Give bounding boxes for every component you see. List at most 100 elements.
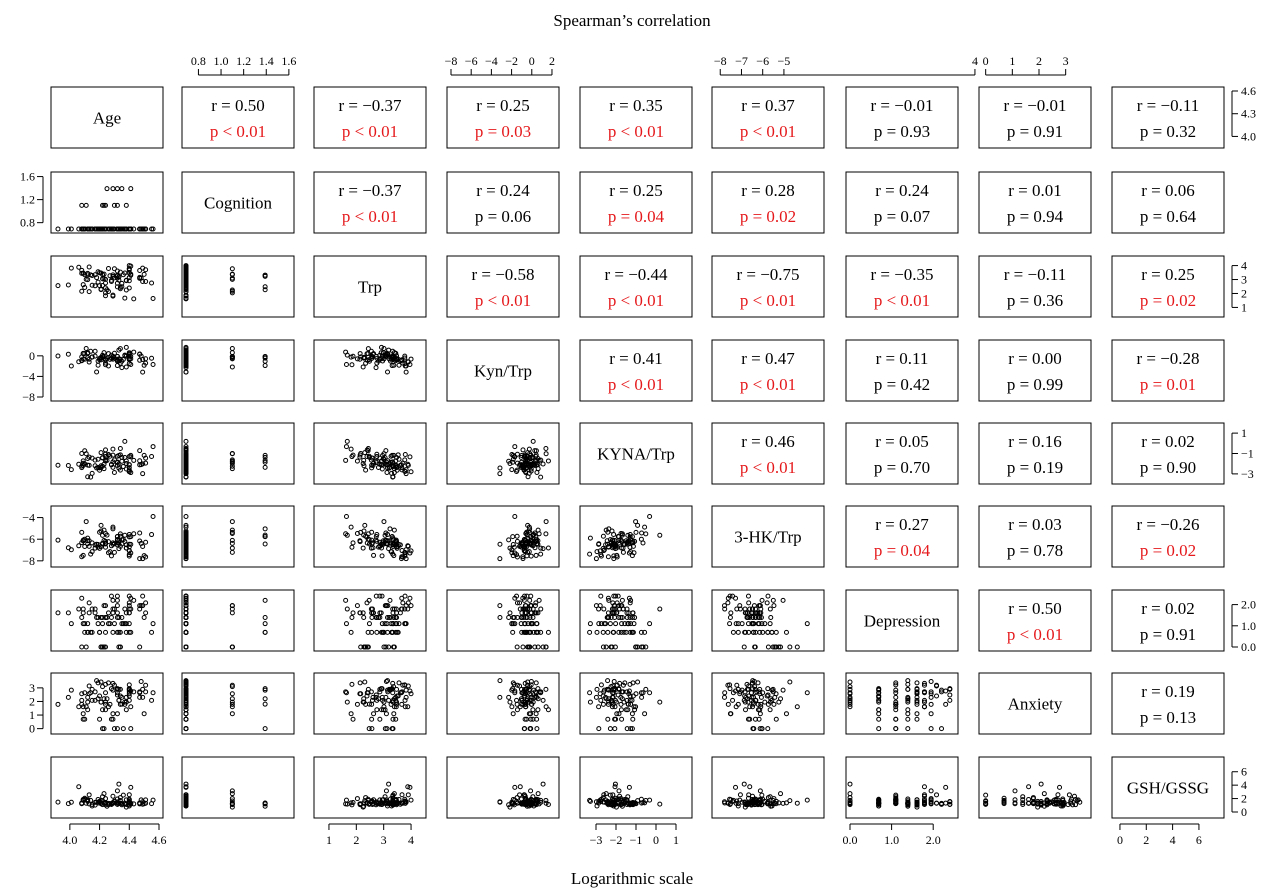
scatter-point [98, 270, 104, 276]
scatter-point [598, 697, 604, 703]
scatter-point [183, 595, 189, 601]
scatter-point [92, 348, 98, 354]
scatter-point [354, 530, 360, 536]
scatter-point [111, 549, 117, 555]
scatter-point [183, 465, 189, 471]
scatter-point [543, 704, 549, 710]
scatter-point [623, 629, 629, 635]
scatter-point [377, 356, 383, 362]
scatter-point [598, 593, 604, 599]
scatter-point [382, 538, 388, 544]
scatter-point [229, 346, 235, 352]
scatter-point [350, 540, 356, 546]
scatter-point [140, 369, 146, 375]
panel-frame-r7-c0 [50, 672, 164, 735]
scatter-point [116, 615, 122, 621]
correlation-p-label: p = 0.70 [874, 458, 930, 477]
scatter-point [86, 691, 92, 697]
scatter-point [526, 800, 532, 806]
scatter-point [612, 603, 618, 609]
scatter-point [403, 694, 409, 700]
scatter-point [89, 606, 95, 612]
scatter-point [509, 467, 515, 473]
scatter-point [522, 680, 528, 686]
scatter-point [587, 629, 593, 635]
scatter-point [618, 802, 624, 808]
scatter-point [382, 621, 388, 627]
scatter-point [543, 451, 549, 457]
scatter-point [386, 781, 392, 787]
scatter-point [601, 792, 607, 798]
scatter-point [528, 788, 534, 794]
panel-frame-r1-c1 [181, 171, 295, 234]
scatter-point [364, 600, 370, 606]
scatter-point [229, 644, 235, 650]
scatter-point [762, 798, 768, 804]
right-axis-tick-label: 1.0 [1241, 619, 1256, 633]
scatter-point [893, 794, 899, 800]
scatter-point [730, 629, 736, 635]
correlation-r-label: r = −0.35 [870, 265, 933, 284]
scatter-point [262, 355, 268, 361]
scatter-point [364, 644, 370, 650]
correlation-r-label: r = 0.25 [609, 181, 663, 200]
scatter-point [530, 438, 536, 444]
scatter-point [141, 271, 147, 277]
scatter-point [616, 686, 622, 692]
scatter-point [535, 686, 541, 692]
panel-frame-r3-c1 [181, 339, 295, 402]
panel-frame-r7-c7 [978, 672, 1092, 735]
scatter-point [100, 283, 106, 289]
scatter-point [528, 603, 534, 609]
scatter-point [126, 356, 132, 362]
variable-label: Age [93, 109, 121, 128]
panel-frame-r2-c7 [978, 255, 1092, 318]
scatter-point [183, 533, 189, 539]
panel-frame-r4-c5 [711, 422, 825, 485]
scatter-point [110, 452, 116, 458]
scatter-point [117, 467, 123, 473]
scatter-point [598, 682, 604, 688]
bottom-axis-tick-label: 0.0 [843, 833, 858, 847]
scatter-point [928, 701, 934, 707]
scatter-point [739, 687, 745, 693]
scatter-point [55, 283, 61, 289]
scatter-point [921, 682, 927, 688]
scatter-point [86, 462, 92, 468]
scatter-point [794, 704, 800, 710]
scatter-point [727, 593, 733, 599]
scatter-point [497, 465, 503, 471]
scatter-point [374, 451, 380, 457]
scatter-point [511, 544, 517, 550]
scatter-point [787, 679, 793, 685]
scatter-point [611, 610, 617, 616]
correlation-r-label: r = 0.02 [1141, 432, 1195, 451]
scatter-point [780, 800, 786, 806]
scatter-point [394, 615, 400, 621]
scatter-point [594, 629, 600, 635]
scatter-point [349, 615, 355, 621]
scatter-point [138, 353, 144, 359]
scatter-point [1026, 784, 1032, 790]
scatter-point [514, 533, 520, 539]
scatter-point [95, 358, 101, 364]
scatter-point [350, 610, 356, 616]
scatter-point [68, 799, 74, 805]
correlation-r-label: r = 0.28 [741, 181, 795, 200]
scatter-point [262, 696, 268, 702]
scatter-point [378, 610, 384, 616]
scatter-point [876, 716, 882, 722]
scatter-point [92, 457, 98, 463]
scatter-point [123, 344, 129, 350]
scatter-point [905, 697, 911, 703]
scatter-point [521, 615, 527, 621]
correlation-p-label: p = 0.78 [1007, 541, 1063, 560]
top-axis-tick-label: 1 [1009, 54, 1015, 68]
panel-frame-r5-c0 [50, 505, 164, 568]
scatter-point [914, 802, 920, 808]
panel-frame-r8-c3 [446, 756, 560, 819]
scatter-point [117, 269, 123, 275]
scatter-point [85, 621, 91, 627]
scatter-point [730, 690, 736, 696]
scatter-point [55, 701, 61, 707]
